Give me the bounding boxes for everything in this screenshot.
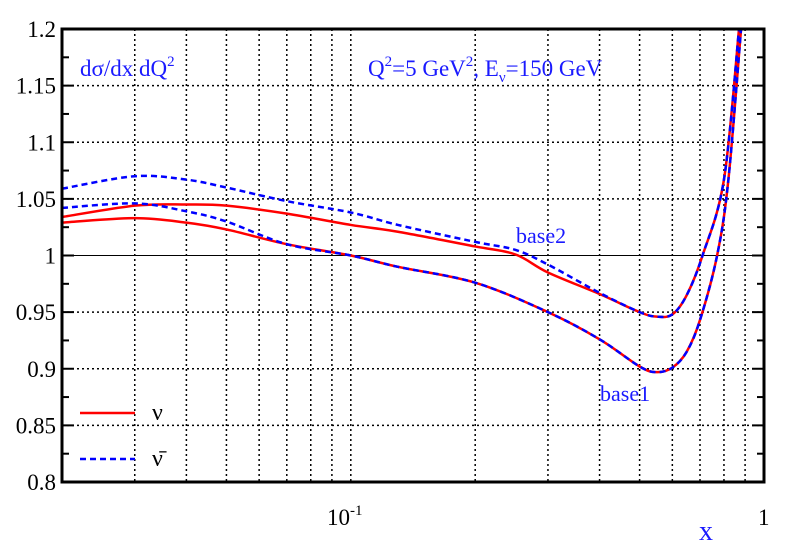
y-tick-label: 1.1 xyxy=(27,130,56,155)
label-base1: base1 xyxy=(600,381,650,406)
annotation-kinematics: Q2=5 GeV2, Eν=150 GeV xyxy=(368,54,603,86)
label-base2: base2 xyxy=(516,223,566,248)
legend-label-nu: ν xyxy=(152,400,163,426)
legend: ν ν̄ xyxy=(80,400,167,472)
curves xyxy=(62,29,743,374)
y-tick-label: 0.8 xyxy=(27,470,56,495)
x-axis-label: x xyxy=(699,516,713,547)
legend-label-nubar: ν̄ xyxy=(152,446,167,472)
plot-frame xyxy=(60,27,766,484)
y-tick-label: 1 xyxy=(45,244,57,269)
y-tick-labels: 0.8 0.85 0.9 0.95 1 1.05 1.1 1.15 1.2 xyxy=(16,17,56,495)
curve-base2-nubar xyxy=(62,29,741,319)
grid xyxy=(62,28,764,483)
y-tick-label: 0.95 xyxy=(16,300,56,325)
y-tick-label: 0.85 xyxy=(16,413,56,438)
y-tick-label: 1.2 xyxy=(27,17,56,42)
annotation-quantity: dσ/dx dQ2 xyxy=(80,54,175,81)
x-tick-label-1: 1 xyxy=(758,505,770,530)
y-tick-label: 1.05 xyxy=(16,187,56,212)
y-tick-label: 0.9 xyxy=(27,357,56,382)
x-tick-label-0.1: 10-1 xyxy=(327,503,363,530)
y-tick-label: 1.15 xyxy=(16,74,56,99)
